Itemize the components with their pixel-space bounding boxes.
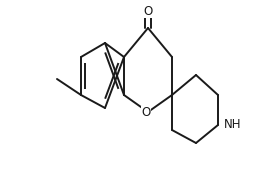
Text: O: O: [143, 5, 153, 18]
Text: O: O: [141, 105, 150, 118]
Text: NH: NH: [224, 118, 241, 132]
